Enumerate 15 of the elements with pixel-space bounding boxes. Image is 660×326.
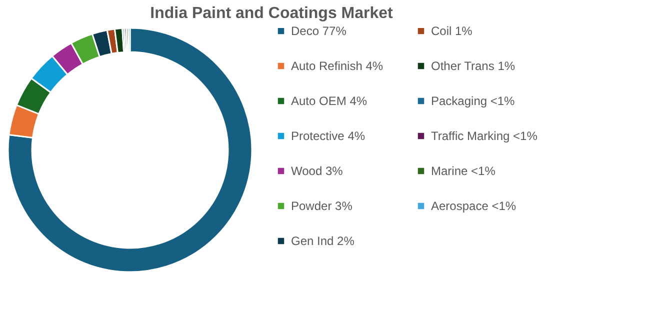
legend-label: Wood 3%: [291, 164, 344, 178]
legend-label: Gen Ind 2%: [291, 234, 355, 248]
legend-label: Marine <1%: [431, 164, 496, 178]
legend-label: Auto Refinish 4%: [291, 59, 384, 73]
donut-slice: [7, 27, 253, 273]
legend-label: Auto OEM 4%: [291, 94, 368, 108]
legend-label: Other Trans 1%: [431, 59, 516, 73]
legend-label: Deco 77%: [291, 24, 347, 38]
legend-label: Protective 4%: [291, 129, 366, 143]
legend-label: Aerospace <1%: [431, 199, 516, 213]
legend-label: Coil 1%: [431, 24, 473, 38]
legend-label: Powder 3%: [291, 199, 353, 213]
legend-label: Packaging <1%: [431, 94, 516, 108]
legend-label: Traffic Marking <1%: [431, 129, 538, 143]
chart-title: India Paint and Coatings Market: [150, 5, 394, 22]
